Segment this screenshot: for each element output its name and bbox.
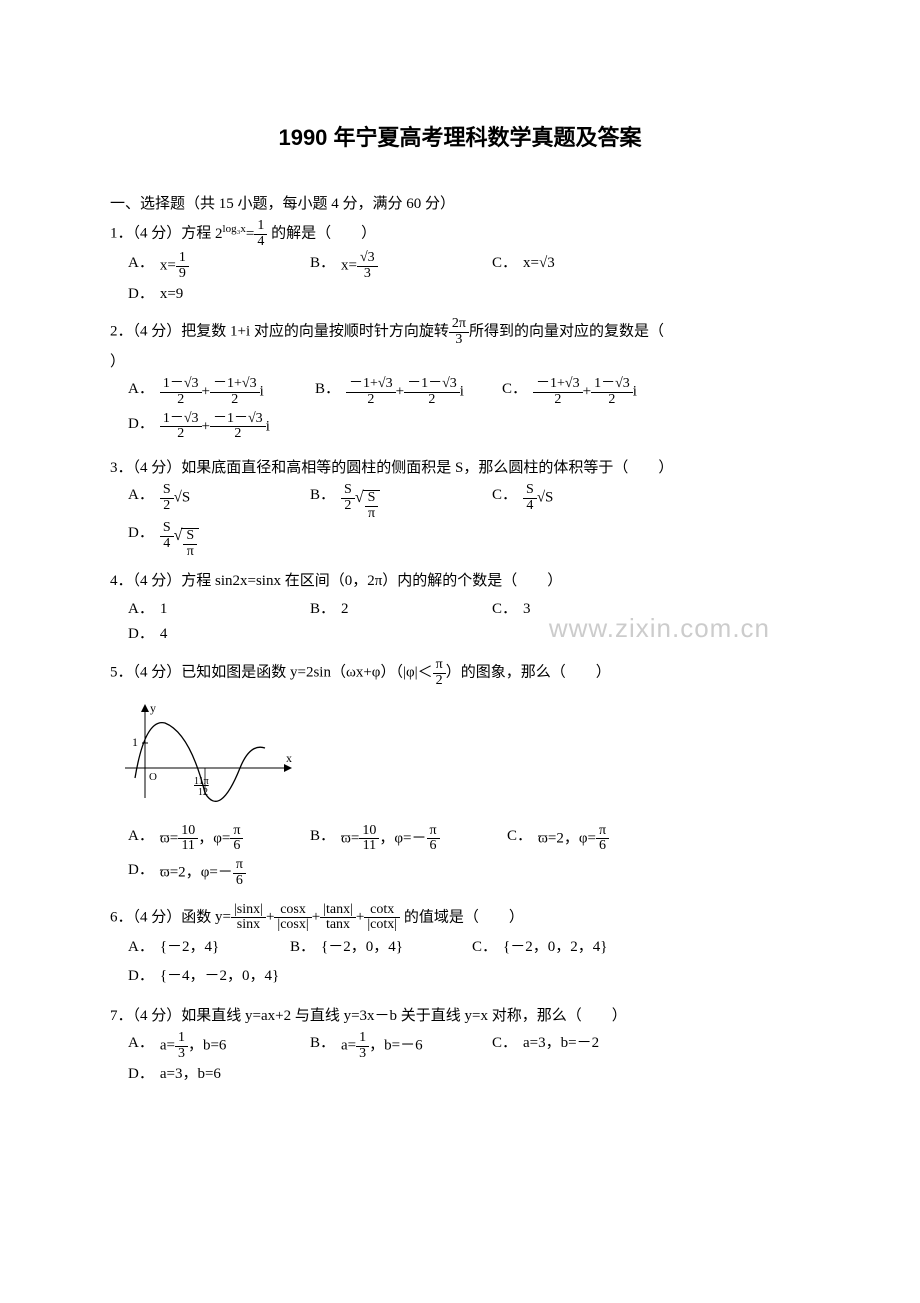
q3-choice-a: A． S2√S — [128, 483, 288, 513]
q2-choice-c: C． －1+√32+1－√32i — [502, 377, 667, 407]
q7-choice-a: A． a=13，b=6 — [128, 1031, 288, 1061]
q5-graph: y x 1 O 11π 12 — [120, 698, 300, 808]
q4-choice-b: B．2 — [310, 597, 470, 623]
q5-choice-a: A． ϖ=1011，φ=π6 — [128, 824, 288, 854]
q6-choice-d: D．{－4，－2，0，4} — [128, 964, 288, 990]
q5-choice-d: D． ϖ=2，φ=－π6 — [128, 858, 278, 888]
page-title: 1990 年宁夏高考理科数学真题及答案 — [110, 120, 810, 152]
q4-choice-d: D．4 — [128, 622, 288, 648]
q1-choice-b: B． x=√33 — [310, 251, 470, 281]
section-heading: 一、选择题（共 15 小题，每小题 4 分，满分 60 分） — [110, 192, 810, 213]
q5-tick-x-den: 12 — [198, 787, 208, 798]
question-2: 2．（4 分）把复数 1+i 对应的向量按顺时针方向旋转2π3所得到的向量对应的… — [110, 317, 810, 446]
q3-choice-c: C． S4√S — [492, 483, 652, 513]
q3-choice-b: B． S2√Sπ — [310, 483, 470, 521]
q1-eq: = — [246, 226, 254, 242]
q1-rhs-num: 1 — [254, 219, 267, 235]
q1-stem-suffix: 的解是（ ） — [271, 226, 376, 242]
q2-choice-b: B． －1+√32+－1－√32i — [315, 377, 480, 407]
question-5: 5．（4 分）已知如图是函数 y=2sin（ωx+φ）（|φ|＜π2）的图象，那… — [110, 658, 810, 893]
question-6: 6．（4 分）函数 y=|sinx|sinx+cosx|cosx|+|tanx|… — [110, 903, 810, 994]
question-3: 3．（4 分）如果底面直径和高相等的圆柱的侧面积是 S，那么圆柱的体积等于（ ）… — [110, 456, 810, 560]
q5-y-label: y — [150, 701, 156, 715]
q1-stem-prefix: 1．（4 分）方程 — [110, 226, 211, 242]
q3-choice-d: D． S4√Sπ — [128, 521, 288, 559]
q6-choice-c: C．{－2，0，2，4} — [472, 935, 642, 961]
q5-choice-b: B． ϖ=1011，φ=－π6 — [310, 824, 485, 854]
q1-base: 2 — [215, 226, 223, 242]
q1-rhs-den: 4 — [254, 235, 267, 250]
q1-choice-c: C． x=√3 — [492, 251, 652, 277]
q1-exp: log₃x — [223, 223, 246, 235]
q5-origin: O — [149, 771, 157, 783]
q7-choice-c: C．a=3，b=－2 — [492, 1031, 652, 1057]
q7-choice-d: D．a=3，b=6 — [128, 1062, 288, 1088]
q5-tick-x-num: 11π — [194, 776, 209, 787]
q5-tick-1: 1 — [132, 735, 138, 749]
q4-choice-c: C．3 — [492, 597, 652, 623]
q2-choice-a: A． 1－√32+－1+√32i — [128, 377, 293, 407]
q7-choice-b: B． a=13，b=－6 — [310, 1031, 470, 1061]
q2-choice-d: D． 1－√32+－1－√32i — [128, 412, 293, 442]
question-7: 7．（4 分）如果直线 y=ax+2 与直线 y=3x－b 关于直线 y=x 对… — [110, 1004, 810, 1087]
q5-x-label: x — [286, 751, 292, 765]
q5-choice-c: C． ϖ=2，φ=π6 — [507, 824, 647, 854]
q4-choice-a: A．1 — [128, 597, 288, 623]
q1-choice-a: A． x=19 — [128, 251, 288, 281]
question-1: 1．（4 分）方程 2log₃x=14 的解是（ ） A． x=19 B． x=… — [110, 219, 810, 307]
q6-choice-a: A．{－2，4} — [128, 935, 268, 961]
q1-choice-d: D． x=9 — [128, 282, 288, 308]
q6-choice-b: B．{－2，0，4} — [290, 935, 450, 961]
question-4: 4．（4 分）方程 sin2x=sinx 在区间（0，2π）内的解的个数是（ ）… — [110, 569, 810, 648]
